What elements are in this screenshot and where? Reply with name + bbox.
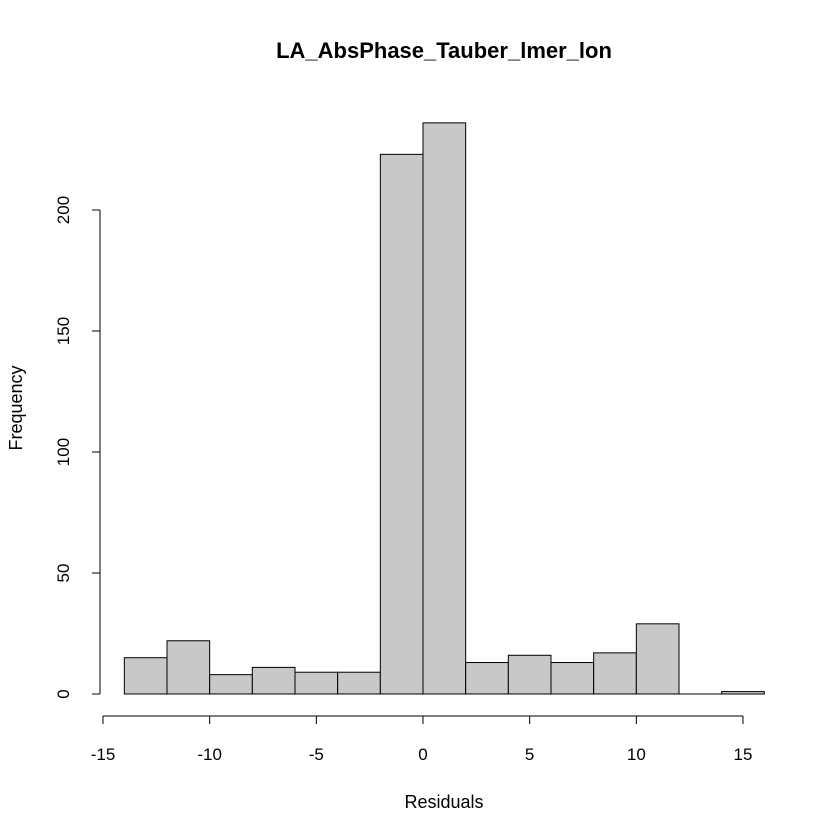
histogram-bar xyxy=(507,654,552,695)
y-axis-label: Frequency xyxy=(6,365,26,450)
histogram-bar xyxy=(294,671,339,695)
x-tick-label: 0 xyxy=(418,745,427,764)
histogram-bar xyxy=(422,122,467,695)
x-tick-label: 5 xyxy=(525,745,534,764)
histogram-bar xyxy=(550,662,595,695)
y-tick-label: 0 xyxy=(54,689,73,698)
x-tick-label: 15 xyxy=(734,745,753,764)
histogram-bar xyxy=(593,652,637,695)
histogram-bar xyxy=(209,674,253,695)
histogram-bar xyxy=(251,666,296,695)
chart-title: LA_AbsPhase_Tauber_lmer_lon xyxy=(276,38,612,63)
histogram-bar xyxy=(465,662,509,695)
histogram-bar xyxy=(635,623,680,695)
x-axis: -15 -10 -5 0 5 10 15 xyxy=(91,715,753,764)
x-tick-label: -10 xyxy=(197,745,222,764)
x-tick-label: -15 xyxy=(91,745,116,764)
histogram-bar xyxy=(337,671,381,695)
bars-group xyxy=(123,122,765,695)
x-axis-label: Residuals xyxy=(404,792,483,812)
y-axis: 0 50 100 150 200 xyxy=(54,196,101,699)
y-tick-label: 150 xyxy=(54,317,73,345)
y-tick-label: 100 xyxy=(54,438,73,466)
histogram-bar xyxy=(123,657,168,695)
histogram-bar xyxy=(166,640,211,695)
x-tick-label: -5 xyxy=(309,745,324,764)
x-tick-label: 10 xyxy=(627,745,646,764)
y-tick-label: 200 xyxy=(54,196,73,224)
y-tick-label: 50 xyxy=(54,564,73,583)
histogram-bar xyxy=(721,691,765,695)
histogram-bar xyxy=(379,153,424,695)
